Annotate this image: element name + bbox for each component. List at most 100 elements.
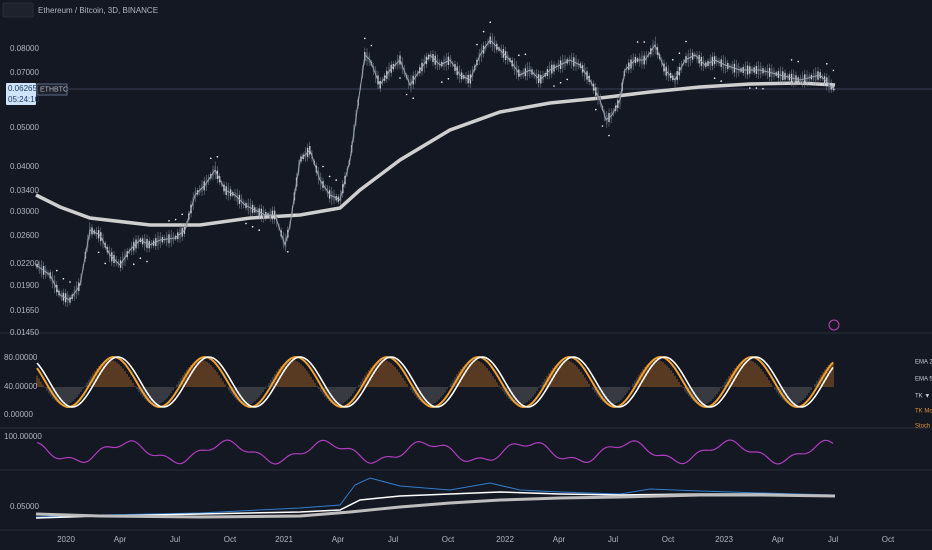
sar-dot: [762, 87, 764, 90]
sar-dot: [405, 93, 408, 96]
sar-dot: [595, 108, 597, 111]
sar-dot: [601, 125, 604, 127]
sar-dot: [643, 41, 645, 43]
sar-dot: [518, 54, 520, 56]
sar-dot: [181, 213, 183, 216]
price-tick-label: 0.05000: [10, 123, 39, 132]
time-tick-label: 2023: [715, 535, 733, 544]
sar-dot: [489, 21, 492, 24]
sar-dot: [476, 43, 478, 46]
sar-dot: [56, 269, 58, 272]
sar-dot: [826, 63, 828, 65]
sar-dot: [104, 262, 106, 265]
symbol-tag-box: [36, 83, 68, 96]
time-tick-label: Apr: [772, 535, 785, 544]
price-tick-label: 0.03400: [10, 186, 39, 195]
price-tick-label: 0.01450: [10, 328, 39, 337]
time-tick-label: Jul: [388, 535, 398, 544]
sar-dot: [441, 81, 443, 83]
stoch-d: [36, 356, 834, 408]
legend-entry: TK ▼: [915, 394, 930, 400]
sar-dot: [412, 97, 415, 99]
sar-dot: [62, 277, 65, 280]
time-tick-label: 2021: [275, 535, 293, 544]
time-tick-label: Jul: [608, 535, 618, 544]
sar-dot: [251, 226, 254, 228]
sar-dot: [97, 251, 100, 254]
sar-dot: [678, 52, 681, 54]
sar-dot: [713, 77, 716, 79]
price-tick-label: 0.08000: [10, 44, 39, 53]
sar-dot: [69, 281, 71, 283]
time-tick-label: Apr: [114, 535, 127, 544]
sar-dot: [258, 229, 261, 231]
price-tick-label: 0.07000: [10, 68, 39, 77]
chart-title: Ethereum / Bitcoin, 3D, BINANCE: [38, 6, 158, 15]
legend-entry: TK Mom: [915, 409, 932, 415]
time-tick-label: Oct: [442, 535, 455, 544]
rsi-pane: [36, 439, 834, 465]
last-price-box: [6, 83, 36, 105]
symbol-box[interactable]: [2, 2, 34, 18]
sar-dot: [755, 87, 758, 89]
price-tick-label: 0.04000: [10, 162, 39, 171]
sar-dot: [566, 78, 568, 81]
sar-dot: [168, 220, 170, 222]
price-line: [35, 39, 836, 301]
rsi-tick-label: 100.00000: [4, 432, 42, 441]
price-tick-label: 0.03000: [10, 207, 39, 216]
stoch-tick-label: 80.00000: [4, 353, 38, 362]
sar-dot: [832, 69, 835, 72]
sar-dot: [790, 59, 793, 61]
sar-dot: [216, 156, 219, 158]
time-tick-label: Oct: [882, 535, 895, 544]
countdown: 05:24:10: [8, 95, 40, 104]
stoch-pane: [36, 355, 834, 409]
sar-dot: [399, 77, 401, 79]
legend-entry: EMA 20: [915, 360, 932, 366]
sar-dot: [364, 37, 366, 40]
price-tick-label: 0.01650: [10, 306, 39, 315]
stoch-tick-label: 0.00000: [4, 410, 33, 419]
symbol-tag: ETHBTC: [40, 86, 68, 93]
sar-dot: [797, 60, 799, 63]
time-tick-label: Jul: [170, 535, 180, 544]
sar-dot: [245, 222, 247, 225]
legend-entry: EMA 50: [915, 377, 932, 383]
rsi-line: [36, 439, 834, 465]
sar-dot: [720, 80, 722, 82]
sar-dot: [146, 260, 148, 263]
time-tick-label: Oct: [662, 535, 675, 544]
sar-dot: [685, 40, 687, 43]
sar-dot: [608, 134, 610, 137]
bottom-tick-label: 0.05000: [10, 502, 39, 511]
sar-dot: [636, 41, 639, 43]
sar-dot: [559, 81, 562, 84]
time-tick-label: Apr: [553, 535, 566, 544]
ema-line: [35, 81, 836, 227]
time-tick-label: Jul: [828, 535, 838, 544]
sar-dot: [524, 53, 527, 56]
sar-dot: [133, 263, 135, 266]
time-tick-label: 2022: [496, 535, 514, 544]
alert-icon[interactable]: [828, 319, 840, 331]
sar-dot: [174, 218, 177, 221]
stoch-tick-label: 40.00000: [4, 382, 38, 391]
sar-dot: [335, 179, 338, 181]
sar-dot: [749, 87, 751, 89]
bottom-blue-line: [35, 477, 836, 518]
price-tick-label: 0.01900: [10, 281, 39, 290]
sar-dot: [293, 213, 296, 216]
sar-dot: [447, 78, 450, 80]
sar-dot: [672, 59, 674, 61]
sar-dot: [553, 85, 555, 87]
bottom-gray-line: [35, 493, 836, 519]
last-price: 0.06265: [8, 84, 37, 93]
sar-dot: [210, 157, 212, 160]
price-tick-label: 0.02200: [10, 259, 39, 268]
sar-dot: [322, 165, 324, 168]
time-tick-label: Apr: [332, 535, 345, 544]
sar-dot: [287, 251, 289, 253]
